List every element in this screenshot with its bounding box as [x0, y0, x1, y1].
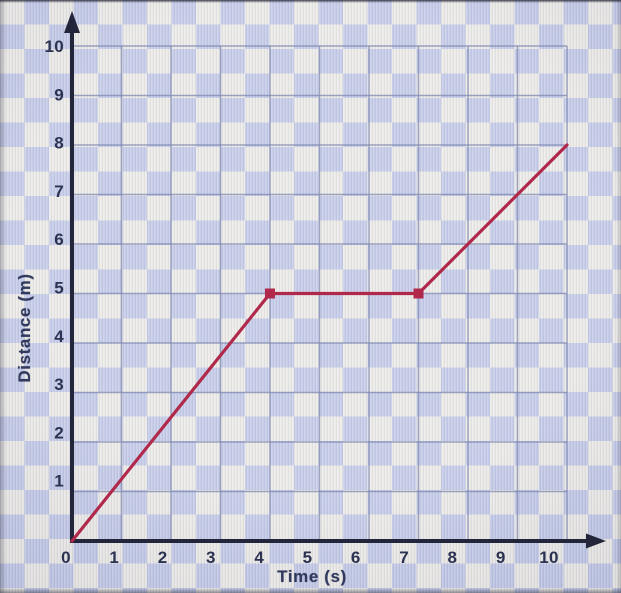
y-tick-label: 5	[54, 279, 64, 298]
x-tick-label: 8	[448, 548, 458, 567]
x-tick-label: 2	[158, 548, 168, 567]
y-axis-arrow-icon	[64, 11, 80, 33]
y-tick-label: 2	[54, 423, 64, 442]
y-tick-label: 10	[44, 37, 64, 56]
x-axis-arrow-icon	[586, 533, 606, 549]
y-axis-title: Distance (m)	[15, 273, 34, 383]
y-tick-label: 3	[54, 375, 64, 394]
x-tick-label: 10	[539, 548, 559, 567]
x-tick-label: 1	[109, 548, 119, 567]
x-tick-label: 4	[254, 548, 264, 567]
x-tick-label: 6	[351, 548, 361, 567]
y-tick-label: 6	[54, 230, 64, 249]
y-tick-label: 9	[54, 85, 64, 104]
x-axis-title: Time (s)	[277, 567, 347, 586]
y-tick-label: 7	[54, 182, 64, 201]
x-tick-label: 9	[496, 548, 506, 567]
x-tick-label: 0	[61, 548, 71, 567]
y-tick-label: 8	[54, 134, 64, 153]
data-series-line	[70, 143, 569, 543]
x-tick-label: 3	[206, 548, 216, 567]
y-tick-label: 4	[54, 327, 64, 346]
data-point-marker	[265, 288, 275, 299]
data-point-marker	[413, 288, 424, 299]
x-tick-label: 5	[303, 548, 313, 567]
x-tick-label: 7	[399, 548, 409, 567]
y-tick-label: 1	[54, 472, 64, 491]
